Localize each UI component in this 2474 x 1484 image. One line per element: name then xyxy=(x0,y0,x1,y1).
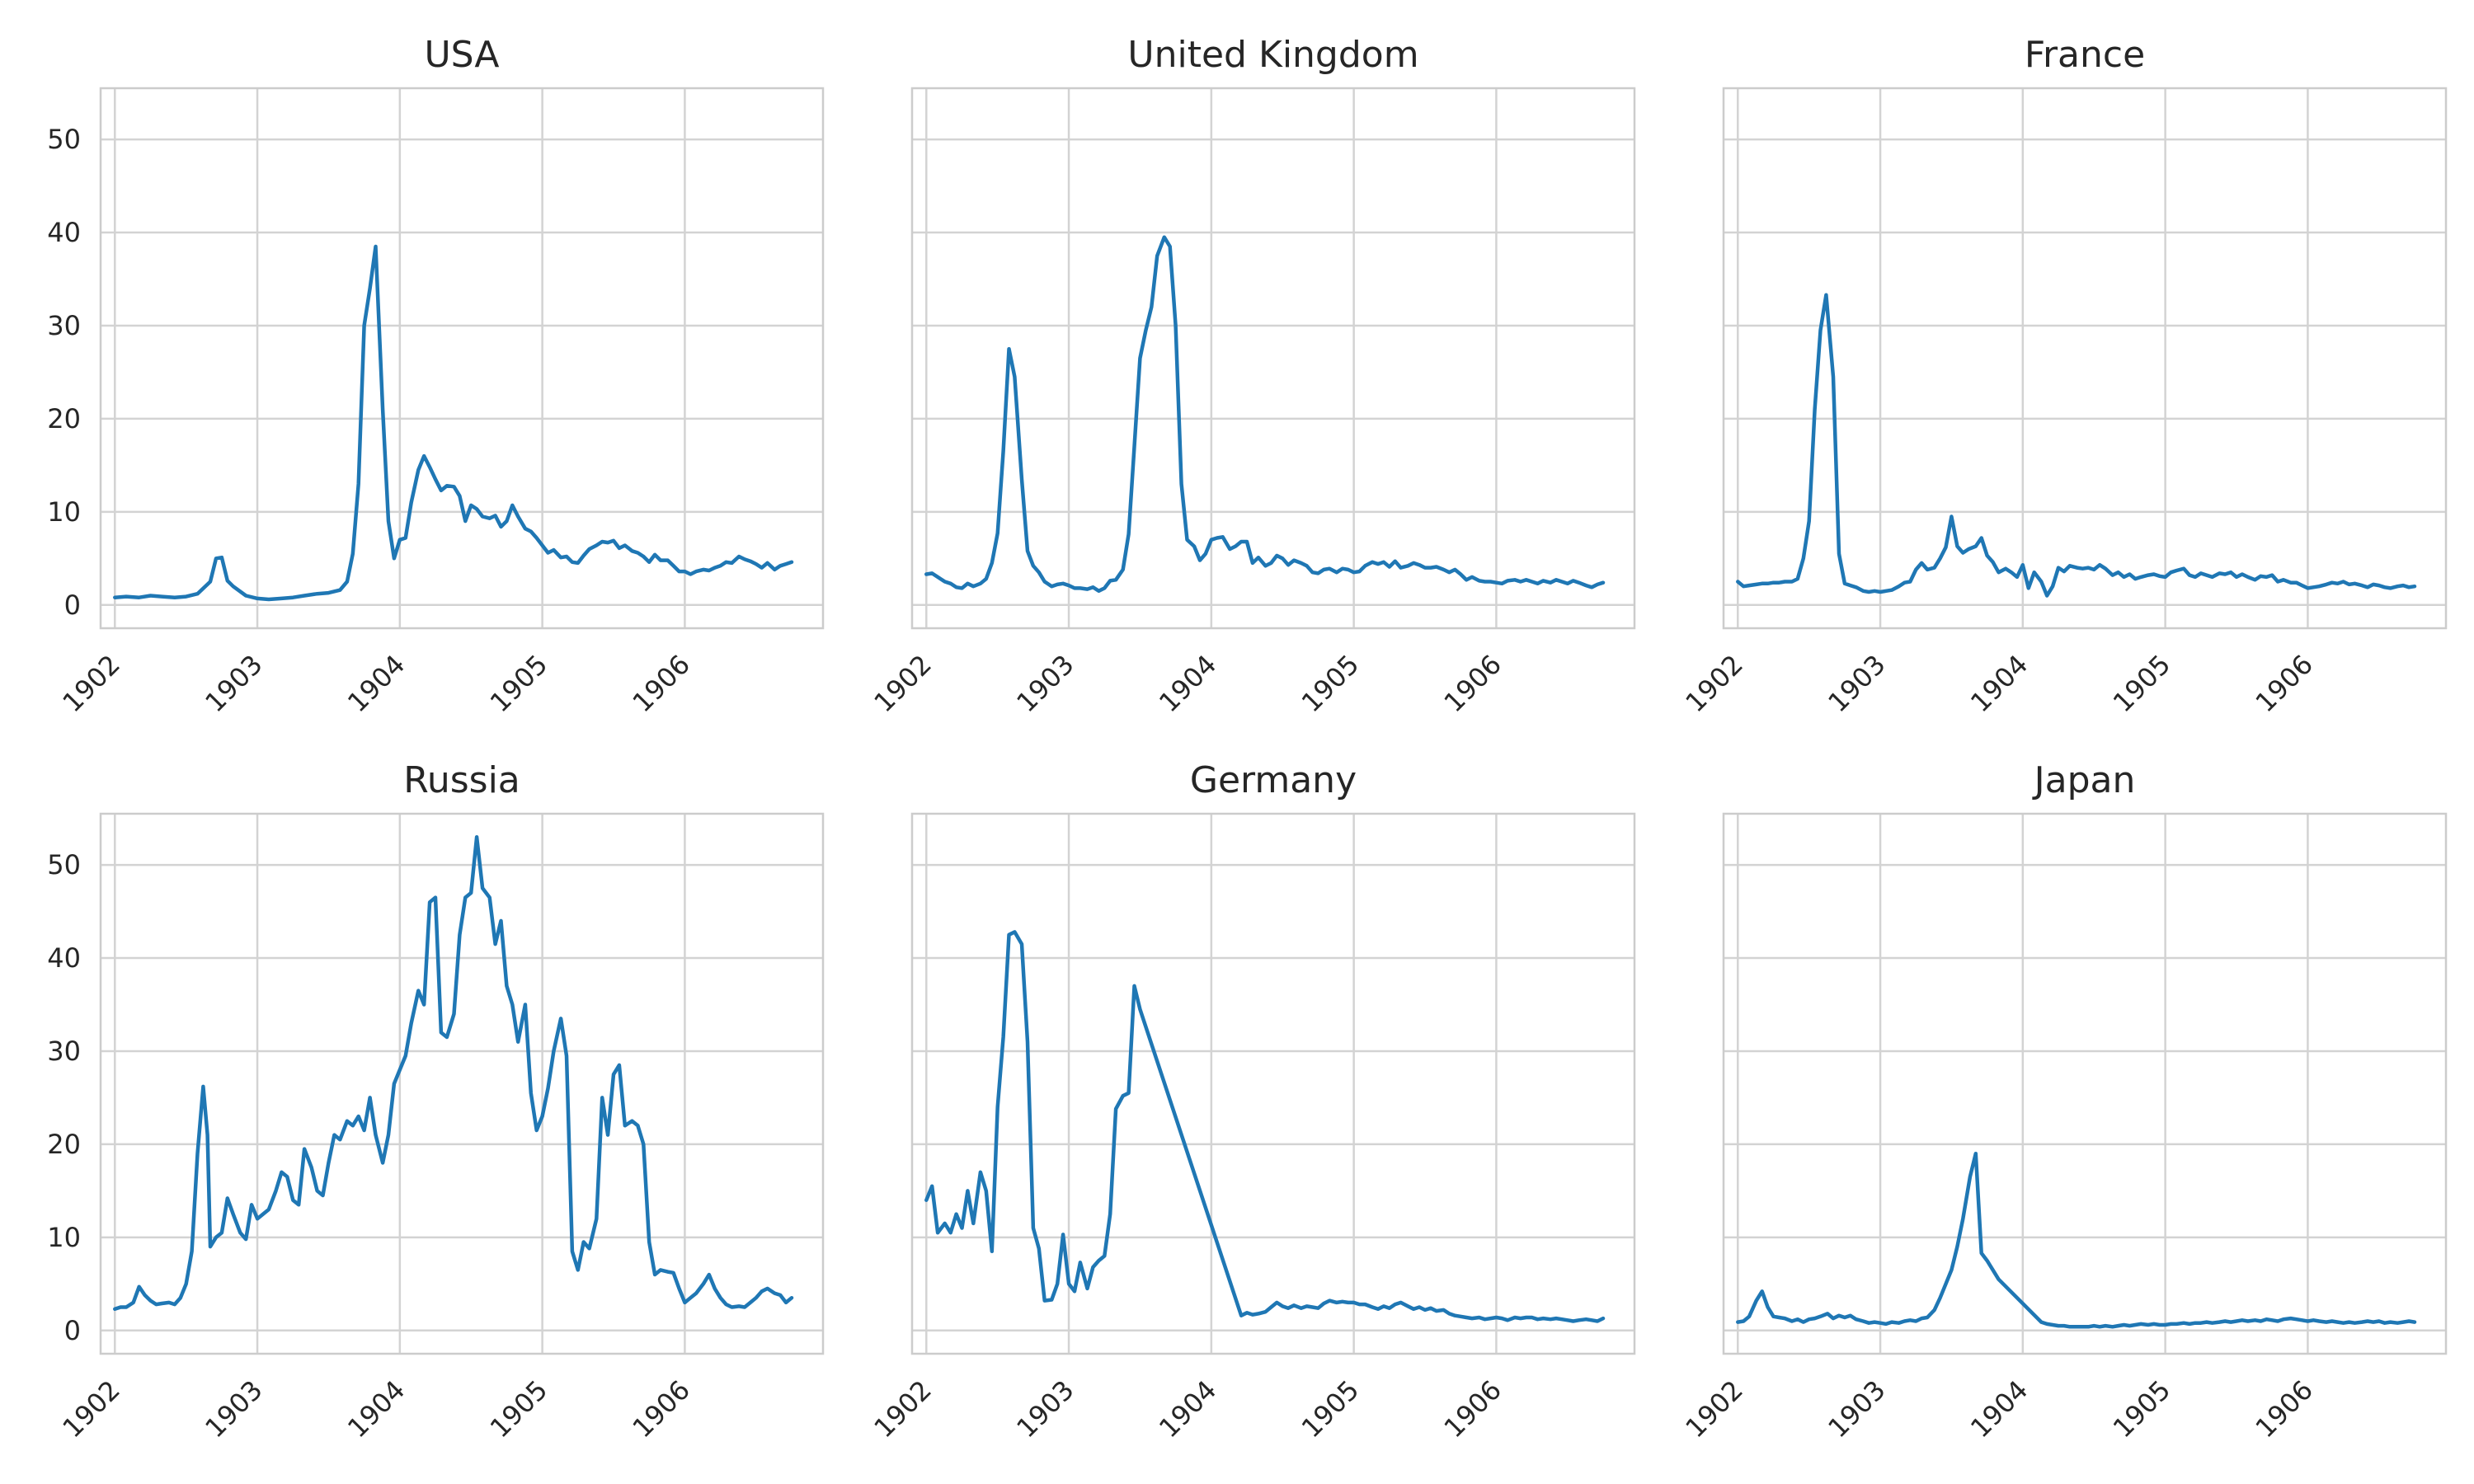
x-tick-label: 1905 xyxy=(2107,1374,2176,1444)
x-tick-label: 1906 xyxy=(2250,1374,2319,1444)
series-line-russia xyxy=(113,834,794,1312)
y-tick-label: 40 xyxy=(47,942,81,974)
y-tick-label: 10 xyxy=(47,496,81,528)
panel-france: France 1902 1903 1904 1905 1906 xyxy=(1679,34,2448,718)
axes-frame xyxy=(1722,812,2448,1355)
axes-frame xyxy=(1722,87,2448,630)
x-tick-label: 1905 xyxy=(1296,649,1365,718)
x-tick-label: 1904 xyxy=(1964,1374,2034,1444)
series-line-usa xyxy=(113,244,794,602)
x-tick-label: 1903 xyxy=(1822,1374,1891,1444)
x-tick-label: 1903 xyxy=(1822,649,1891,718)
y-tick-label: 20 xyxy=(47,403,81,434)
x-tick-label: 1902 xyxy=(1679,649,1748,718)
y-tick-label: 0 xyxy=(64,589,81,621)
axes-frame xyxy=(910,87,1636,630)
series-line-germany xyxy=(924,930,1606,1323)
x-tick-label: 1902 xyxy=(56,649,125,718)
y-tick-label: 30 xyxy=(47,310,81,341)
panel-title: Germany xyxy=(1190,759,1357,801)
x-tick-label: 1906 xyxy=(2250,649,2319,718)
x-tick-label: 1902 xyxy=(1679,1374,1748,1444)
axes-frame xyxy=(910,812,1636,1355)
x-tick-label: 1906 xyxy=(627,1374,696,1444)
x-tick-label: 1902 xyxy=(868,1374,937,1444)
y-tick-label: 0 xyxy=(64,1315,81,1346)
panel-title: United Kingdom xyxy=(1127,34,1418,76)
panel-title: Japan xyxy=(2032,759,2136,801)
x-tick-label: 1904 xyxy=(341,1374,411,1444)
x-tick-label: 1903 xyxy=(199,649,268,718)
panel-usa: USA 0 10 20 30 40 50 1902 1903 1904 1905 1906 xyxy=(47,34,825,718)
y-tick-label: 20 xyxy=(47,1129,81,1160)
axes-frame xyxy=(99,812,825,1355)
x-tick-label: 1905 xyxy=(484,1374,553,1444)
y-tick-label: 50 xyxy=(47,124,81,155)
panel-united-kingdom: United Kingdom 1902 1903 1904 1905 1906 xyxy=(868,34,1636,718)
x-tick-label: 1903 xyxy=(1010,649,1079,718)
x-tick-label: 1904 xyxy=(1153,1374,1222,1444)
x-tick-label: 1905 xyxy=(484,649,553,718)
panel-title: USA xyxy=(424,34,499,76)
x-tick-label: 1902 xyxy=(868,649,937,718)
panel-title: France xyxy=(2025,34,2145,76)
x-tick-label: 1905 xyxy=(2107,649,2176,718)
series-line-united-kingdom xyxy=(924,235,1606,594)
series-line-france xyxy=(1736,293,2417,598)
x-tick-label: 1905 xyxy=(1296,1374,1365,1444)
x-tick-label: 1906 xyxy=(1438,1374,1507,1444)
y-tick-label: 10 xyxy=(47,1222,81,1253)
x-tick-label: 1906 xyxy=(1438,649,1507,718)
panel-japan: Japan 1902 1903 1904 1905 1906 xyxy=(1679,759,2448,1444)
x-tick-label: 1903 xyxy=(199,1374,268,1444)
panel-germany: Germany 1902 1903 1904 1905 1906 xyxy=(868,759,1636,1444)
x-tick-label: 1904 xyxy=(1964,649,2034,718)
series-line-japan xyxy=(1736,1151,2417,1329)
y-tick-label: 50 xyxy=(47,849,81,881)
x-tick-label: 1904 xyxy=(341,649,411,718)
y-tick-label: 40 xyxy=(47,217,81,248)
panel-russia: Russia 0 10 20 30 40 50 1902 1903 1904 1905 1906 xyxy=(47,759,825,1444)
axes-frame xyxy=(99,87,825,630)
x-tick-label: 1902 xyxy=(56,1374,125,1444)
x-tick-label: 1903 xyxy=(1010,1374,1079,1444)
y-tick-label: 30 xyxy=(47,1036,81,1067)
x-tick-label: 1906 xyxy=(627,649,696,718)
x-tick-label: 1904 xyxy=(1153,649,1222,718)
panel-title: Russia xyxy=(403,759,520,801)
